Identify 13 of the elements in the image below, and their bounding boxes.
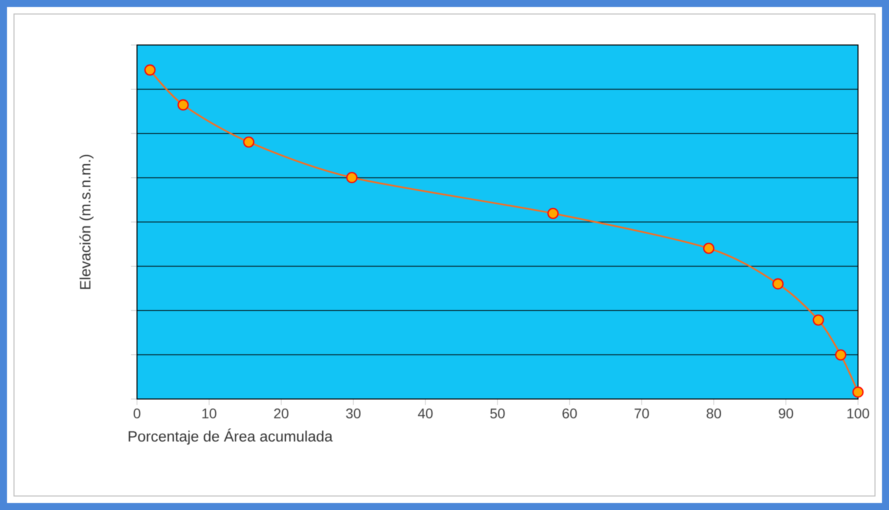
x-tick-label: 0 <box>134 408 140 418</box>
y-axis-title: Elevación (m.s.n.m.) <box>79 154 94 289</box>
x-tick-label: 100 <box>847 408 870 418</box>
x-tick-label: 20 <box>274 408 288 418</box>
x-tick-label: 60 <box>562 408 577 418</box>
x-tick-label: 90 <box>778 408 794 418</box>
x-tick-label: 50 <box>490 408 505 418</box>
x-axis-title: Porcentaje de Área acumulada <box>128 428 333 445</box>
x-tick-label: 70 <box>634 408 649 418</box>
x-tick-label: 10 <box>202 408 216 418</box>
x-tick-label: 30 <box>346 408 361 418</box>
x-tick-label: 80 <box>706 408 722 418</box>
x-tick-label: 40 <box>418 408 433 418</box>
